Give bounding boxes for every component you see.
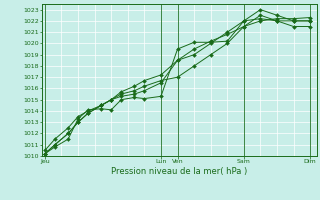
- X-axis label: Pression niveau de la mer( hPa ): Pression niveau de la mer( hPa ): [111, 167, 247, 176]
